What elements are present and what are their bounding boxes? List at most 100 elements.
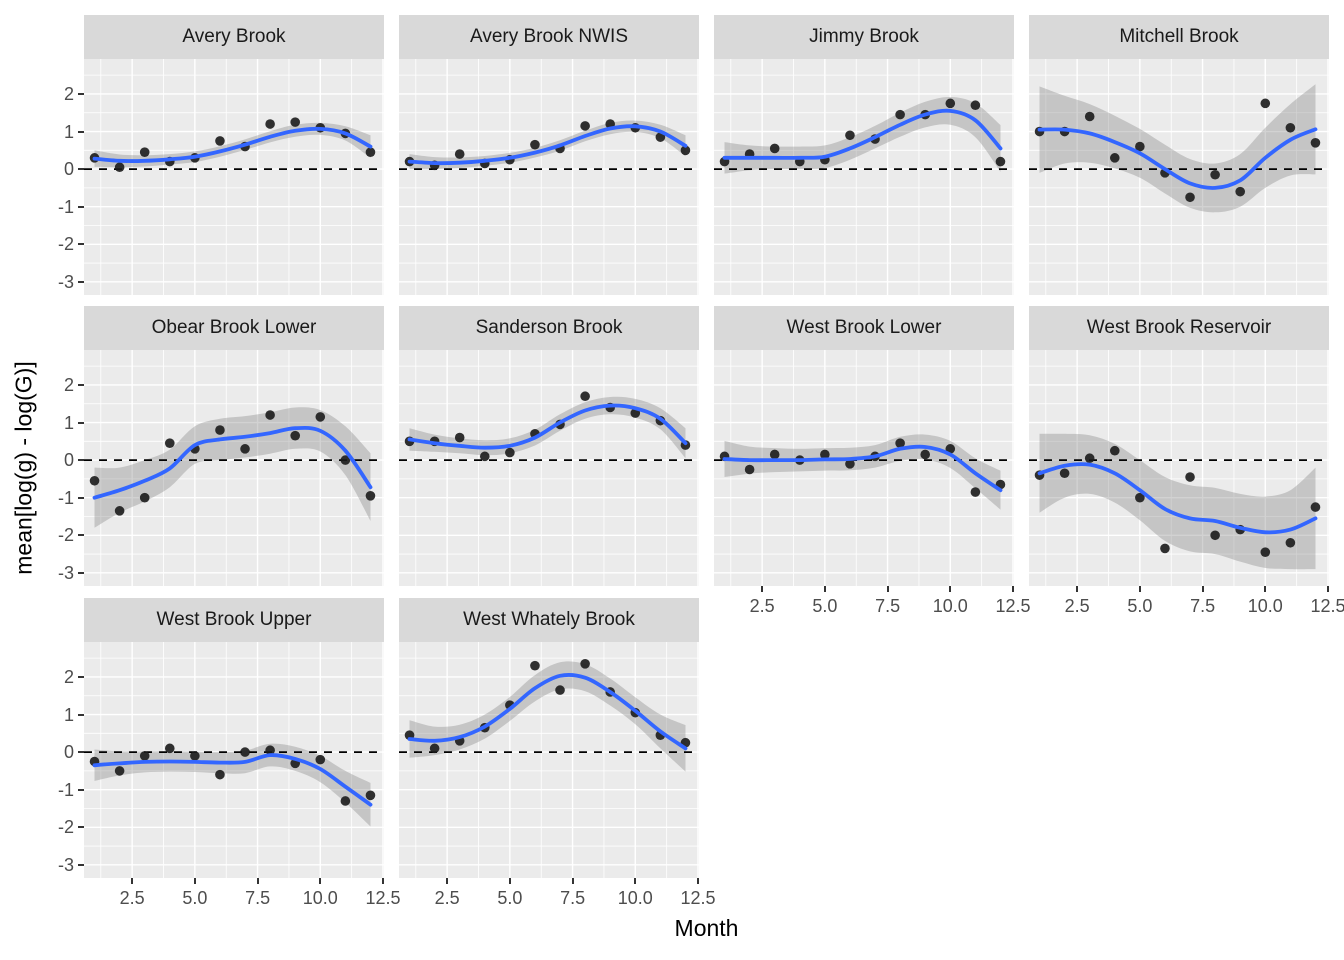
facet-title: West Brook Reservoir — [1086, 317, 1272, 338]
y-axis-tick-label: -1 — [57, 487, 74, 508]
data-point — [290, 117, 301, 127]
data-point — [114, 766, 125, 776]
data-point — [1109, 153, 1120, 163]
confidence-ribbon — [94, 122, 371, 168]
facet-strip: West Brook Lower — [714, 306, 1014, 350]
x-axis-tick-mark — [1138, 586, 1141, 592]
y-axis-tick-label: 2 — [63, 83, 74, 104]
y-axis-tick-mark — [78, 130, 84, 133]
x-axis-tick-mark — [193, 878, 196, 884]
data-point — [164, 743, 175, 754]
data-point — [479, 451, 490, 462]
data-point — [970, 487, 981, 497]
data-point — [680, 145, 691, 156]
x-axis-tick-label: 10.0 — [932, 596, 968, 616]
y-axis-tick-label: -1 — [57, 779, 74, 800]
facet-west-whately-brook: West Whately Brook — [399, 598, 699, 878]
confidence-ribbon — [409, 120, 686, 170]
confidence-ribbon — [409, 661, 686, 772]
data-point — [240, 444, 250, 454]
data-point — [429, 743, 440, 754]
data-point — [114, 162, 125, 173]
facet-title: Avery Brook NWIS — [469, 26, 629, 47]
panel-background — [714, 59, 1014, 295]
x-axis-tick-label: 7.5 — [560, 888, 586, 908]
facet-title: Mitchell Brook — [1119, 26, 1239, 47]
data-point — [920, 449, 931, 460]
confidence-ribbon — [724, 96, 1001, 174]
smooth-line — [722, 108, 1003, 160]
facet-panel — [84, 350, 384, 586]
data-point — [820, 449, 830, 460]
data-point — [1310, 138, 1321, 148]
x-axis-tick-label: 12.5 — [365, 888, 401, 908]
x-axis-tick-mark — [508, 878, 511, 884]
data-point — [1260, 547, 1271, 557]
smooth-line — [1037, 127, 1318, 190]
data-point — [1260, 98, 1271, 109]
x-axis-tick-mark — [949, 586, 952, 592]
data-point — [215, 425, 225, 435]
data-point — [454, 432, 465, 443]
panel-background — [399, 59, 699, 295]
x-axis-tick-mark — [131, 878, 134, 884]
facet-obear-brook-lower: Obear Brook Lower — [84, 306, 384, 586]
data-point — [315, 412, 326, 422]
x-axis-tick-label: 7.5 — [1190, 596, 1216, 616]
data-point — [265, 745, 275, 756]
data-point — [970, 100, 981, 111]
facet-panel — [1029, 350, 1329, 586]
data-point — [1160, 543, 1170, 554]
data-point — [265, 410, 275, 420]
smooth-line — [407, 403, 688, 450]
data-point — [580, 121, 590, 131]
facet-west-brook-reservoir: West Brook Reservoir — [1029, 306, 1329, 586]
x-axis-tick-mark — [446, 878, 449, 884]
facet-panel — [1029, 59, 1329, 295]
facet-title: West Whately Brook — [463, 609, 635, 630]
facet-avery-brook: Avery Brook — [84, 15, 384, 295]
smooth-line — [407, 124, 688, 166]
data-point — [365, 491, 376, 501]
data-point — [240, 747, 250, 757]
x-axis-tick-mark — [1326, 586, 1329, 592]
x-axis-tick-label: 2.5 — [1064, 596, 1090, 616]
data-point — [845, 459, 855, 469]
panel-background — [84, 59, 384, 295]
facet-title: West Brook Upper — [156, 609, 312, 630]
x-axis-tick-label: 10.0 — [617, 888, 653, 908]
smooth-line — [722, 444, 1003, 493]
y-axis-tick-label: 0 — [63, 159, 74, 180]
facet-panel — [399, 59, 699, 295]
x-axis-tick-mark — [1011, 586, 1014, 592]
panel-background — [714, 350, 1014, 586]
y-axis-tick-label: -2 — [57, 234, 74, 255]
facet-title: Jimmy Brook — [809, 26, 919, 47]
panel-background — [84, 642, 384, 878]
y-axis-tick-label: -2 — [57, 817, 74, 838]
data-point — [1235, 186, 1246, 197]
y-axis-tick-label: 1 — [63, 121, 74, 142]
data-point — [895, 438, 905, 448]
x-axis-tick-label: 7.5 — [875, 596, 901, 616]
data-point — [365, 790, 376, 801]
facet-strip: West Whately Brook — [399, 598, 699, 642]
y-axis-tick-label: 0 — [63, 450, 74, 471]
confidence-ribbon — [724, 434, 1001, 510]
data-point — [530, 139, 540, 150]
data-point — [744, 464, 755, 475]
y-axis-tick-label: 0 — [63, 742, 74, 763]
facet-panel — [714, 350, 1014, 586]
y-axis-tick-mark — [78, 571, 84, 574]
confidence-ribbon — [94, 407, 371, 528]
facet-strip: West Brook Upper — [84, 598, 384, 642]
x-axis-tick-label: 2.5 — [434, 888, 460, 908]
y-axis-tick-label: -1 — [57, 196, 74, 217]
data-point — [139, 492, 150, 503]
panel-background — [399, 350, 699, 586]
x-axis-tick-label: 10.0 — [302, 888, 338, 908]
x-axis-tick-mark — [256, 878, 259, 884]
smooth-line — [92, 753, 373, 807]
data-point — [580, 391, 590, 402]
facet-west-brook-lower: West Brook Lower — [714, 306, 1014, 586]
